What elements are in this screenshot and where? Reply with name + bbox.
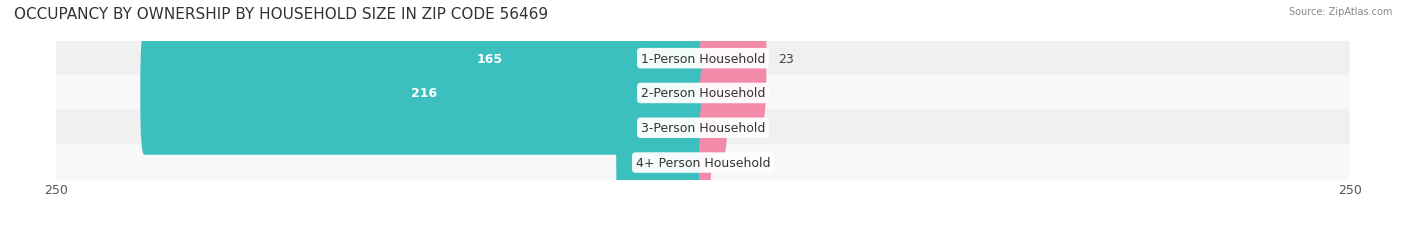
Text: 2-Person Household: 2-Person Household [641,87,765,100]
Text: Source: ZipAtlas.com: Source: ZipAtlas.com [1288,7,1392,17]
Legend: Owner-occupied, Renter-occupied: Owner-occupied, Renter-occupied [565,227,841,231]
Text: OCCUPANCY BY OWNERSHIP BY HOUSEHOLD SIZE IN ZIP CODE 56469: OCCUPANCY BY OWNERSHIP BY HOUSEHOLD SIZE… [14,7,548,22]
Text: 165: 165 [477,52,502,65]
Text: 32: 32 [652,156,671,169]
FancyBboxPatch shape [273,0,707,120]
FancyBboxPatch shape [699,67,711,190]
FancyBboxPatch shape [616,101,707,224]
FancyBboxPatch shape [699,0,766,120]
FancyBboxPatch shape [56,75,1350,112]
FancyBboxPatch shape [56,40,1350,77]
FancyBboxPatch shape [616,67,707,190]
FancyBboxPatch shape [699,101,710,224]
FancyBboxPatch shape [56,144,1350,181]
FancyBboxPatch shape [141,32,707,155]
Text: 23: 23 [778,52,794,65]
Text: 4+ Person Household: 4+ Person Household [636,156,770,169]
Text: 32: 32 [652,122,671,135]
FancyBboxPatch shape [56,110,1350,147]
Text: 1-Person Household: 1-Person Household [641,52,765,65]
Text: 2: 2 [724,122,731,135]
FancyBboxPatch shape [699,32,727,155]
Text: 216: 216 [411,87,437,100]
Text: 3-Person Household: 3-Person Household [641,122,765,135]
Text: 8: 8 [740,87,747,100]
Text: 1: 1 [721,156,728,169]
